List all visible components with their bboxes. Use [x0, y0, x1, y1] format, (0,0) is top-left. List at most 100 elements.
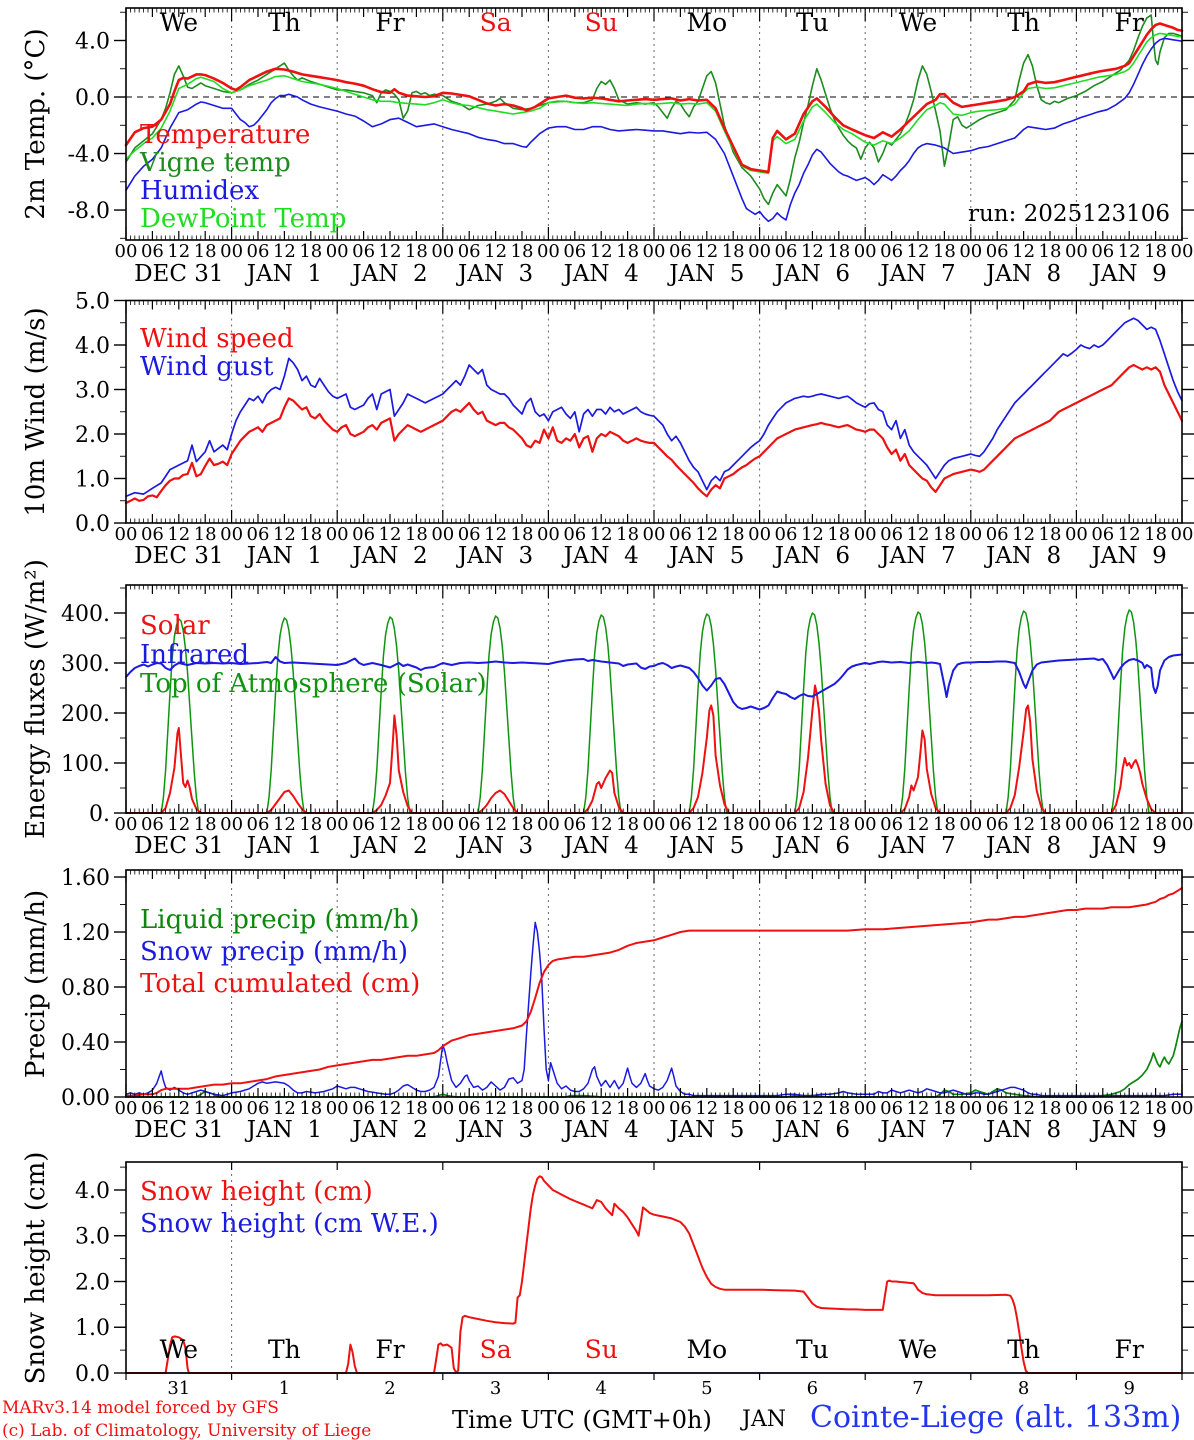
date-label: JAN 6 — [773, 543, 850, 569]
hour-label: 18 — [511, 524, 534, 545]
date-label: JAN 9 — [1090, 543, 1167, 569]
hour-label: 00 — [220, 524, 243, 545]
hour-label: 06 — [563, 524, 586, 545]
date-label: JAN 9 — [1090, 833, 1167, 859]
hour-label: 18 — [299, 241, 322, 262]
hour-label: 06 — [880, 524, 903, 545]
hour-label: 00 — [537, 814, 560, 835]
day-number-label: 4 — [595, 1378, 606, 1399]
hour-label: 18 — [933, 814, 956, 835]
panel-snow: 0.0 1.0 2.0 3.0 4.0 We Th Fr Sa Su Mo Tu We Th Fr 31 1 2 3… — [75, 1161, 1194, 1399]
y-axis-label-energy: Energy fluxes (W/m²) — [21, 559, 51, 839]
hour-label: 00 — [220, 241, 243, 262]
date-label: JAN 1 — [245, 261, 322, 287]
date-label: JAN 3 — [456, 1117, 533, 1143]
hour-label: 06 — [775, 241, 798, 262]
hour-label: 00 — [748, 814, 771, 835]
hour-label: 18 — [194, 1098, 217, 1119]
hour-label: 18 — [1144, 814, 1167, 835]
hour-label: 18 — [1039, 524, 1062, 545]
y-tick-label: 4.0 — [75, 334, 110, 359]
weekday-label: We — [160, 8, 198, 37]
series-solar — [125, 684, 1183, 814]
hour-label: 12 — [379, 241, 402, 262]
panel-wind: 0.01.02.03.04.05.000 06 12 18 00 06 12 18 00 06 12… — [75, 290, 1194, 569]
hour-label: 06 — [352, 1098, 375, 1119]
hour-label: 06 — [986, 241, 1009, 262]
y-tick-label: 5.0 — [75, 290, 110, 315]
hour-label: 12 — [695, 1098, 718, 1119]
hour-label: 06 — [247, 241, 270, 262]
station-label: Cointe-Liege (alt. 133m) — [810, 1400, 1182, 1435]
hour-label: 12 — [167, 524, 190, 545]
hour-label: 06 — [1091, 524, 1114, 545]
hour-label: 12 — [1118, 1098, 1141, 1119]
hour-label: 18 — [827, 1098, 850, 1119]
hour-label: 12 — [1012, 524, 1035, 545]
date-label: DEC 31 — [134, 1117, 223, 1143]
hour-label: 00 — [643, 241, 666, 262]
hour-label: 00 — [1065, 241, 1088, 262]
hour-label: 06 — [669, 1098, 692, 1119]
date-label: JAN 4 — [562, 543, 639, 569]
hour-label: 18 — [616, 1098, 639, 1119]
hour-label: 18 — [1039, 1098, 1062, 1119]
date-label: DEC 31 — [134, 833, 223, 859]
hour-label: 06 — [880, 1098, 903, 1119]
hour-label: 06 — [563, 1098, 586, 1119]
date-label: JAN 2 — [350, 833, 427, 859]
panel-energy: 0.100.200.300.400.00 06 12 18 00 06 12 18 00 06 12… — [61, 584, 1194, 859]
day-number-label: 1 — [279, 1378, 290, 1399]
date-label: JAN 7 — [878, 261, 955, 287]
weekday-label: Sa — [480, 1335, 512, 1364]
legend-label-wind-gust: Wind gust — [140, 352, 274, 382]
hour-label: 06 — [775, 814, 798, 835]
legend-label-wind-speed: Wind speed — [140, 324, 294, 354]
date-label: JAN 9 — [1090, 261, 1167, 287]
run-timestamp-label: run: 2025123106 — [967, 201, 1170, 227]
hour-label: 00 — [115, 814, 138, 835]
hour-label: 00 — [431, 814, 454, 835]
hour-label: 00 — [1171, 524, 1194, 545]
y-tick-label: 0.40 — [61, 1031, 110, 1056]
hour-label: 06 — [141, 814, 164, 835]
hour-label: 18 — [1039, 241, 1062, 262]
y-tick-label: 0.0 — [75, 512, 110, 537]
hour-label: 06 — [775, 524, 798, 545]
hour-label: 06 — [247, 524, 270, 545]
hour-label: 00 — [748, 524, 771, 545]
hour-label: 18 — [405, 241, 428, 262]
hour-label: 12 — [273, 814, 296, 835]
hour-label: 12 — [484, 241, 507, 262]
weekday-label: Mo — [686, 1335, 727, 1364]
hour-label: 06 — [458, 241, 481, 262]
hour-label: 06 — [986, 814, 1009, 835]
hour-label: 06 — [247, 1098, 270, 1119]
hour-label: 00 — [431, 241, 454, 262]
date-label: JAN 8 — [984, 261, 1061, 287]
legend-label-liquid-precip-mm-h-: Liquid precip (mm/h) — [140, 905, 420, 935]
hour-label: 12 — [1012, 1098, 1035, 1119]
y-axis-label-temperature: 2m Temp. (°C) — [21, 28, 51, 220]
panel-temperature: -8.0-4.00.04.000 06 12 18 00 06 12 18 00 06 12 18 00… — [68, 7, 1194, 287]
series-snow-height — [125, 1175, 1183, 1374]
hour-label: 00 — [748, 1098, 771, 1119]
hour-label: 00 — [959, 524, 982, 545]
hour-label: 18 — [1144, 1098, 1167, 1119]
y-tick-label: 0.0 — [75, 1362, 110, 1387]
hour-label: 12 — [801, 814, 824, 835]
series-humidex — [125, 37, 1183, 223]
weekday-label: Tu — [796, 8, 829, 37]
hour-label: 12 — [379, 1098, 402, 1119]
legend-label-snow-precip-mm-h-: Snow precip (mm/h) — [140, 937, 408, 967]
hour-label: 18 — [511, 241, 534, 262]
x-axis-month-label: JAN — [742, 1407, 786, 1432]
date-label: JAN 4 — [562, 833, 639, 859]
series-vigne-temp — [125, 14, 1183, 206]
y-tick-label: 400. — [61, 602, 110, 627]
hour-label: 12 — [379, 524, 402, 545]
hour-label: 12 — [1012, 241, 1035, 262]
y-tick-label: 3.0 — [75, 1225, 110, 1250]
weekday-label: Su — [585, 1335, 618, 1364]
